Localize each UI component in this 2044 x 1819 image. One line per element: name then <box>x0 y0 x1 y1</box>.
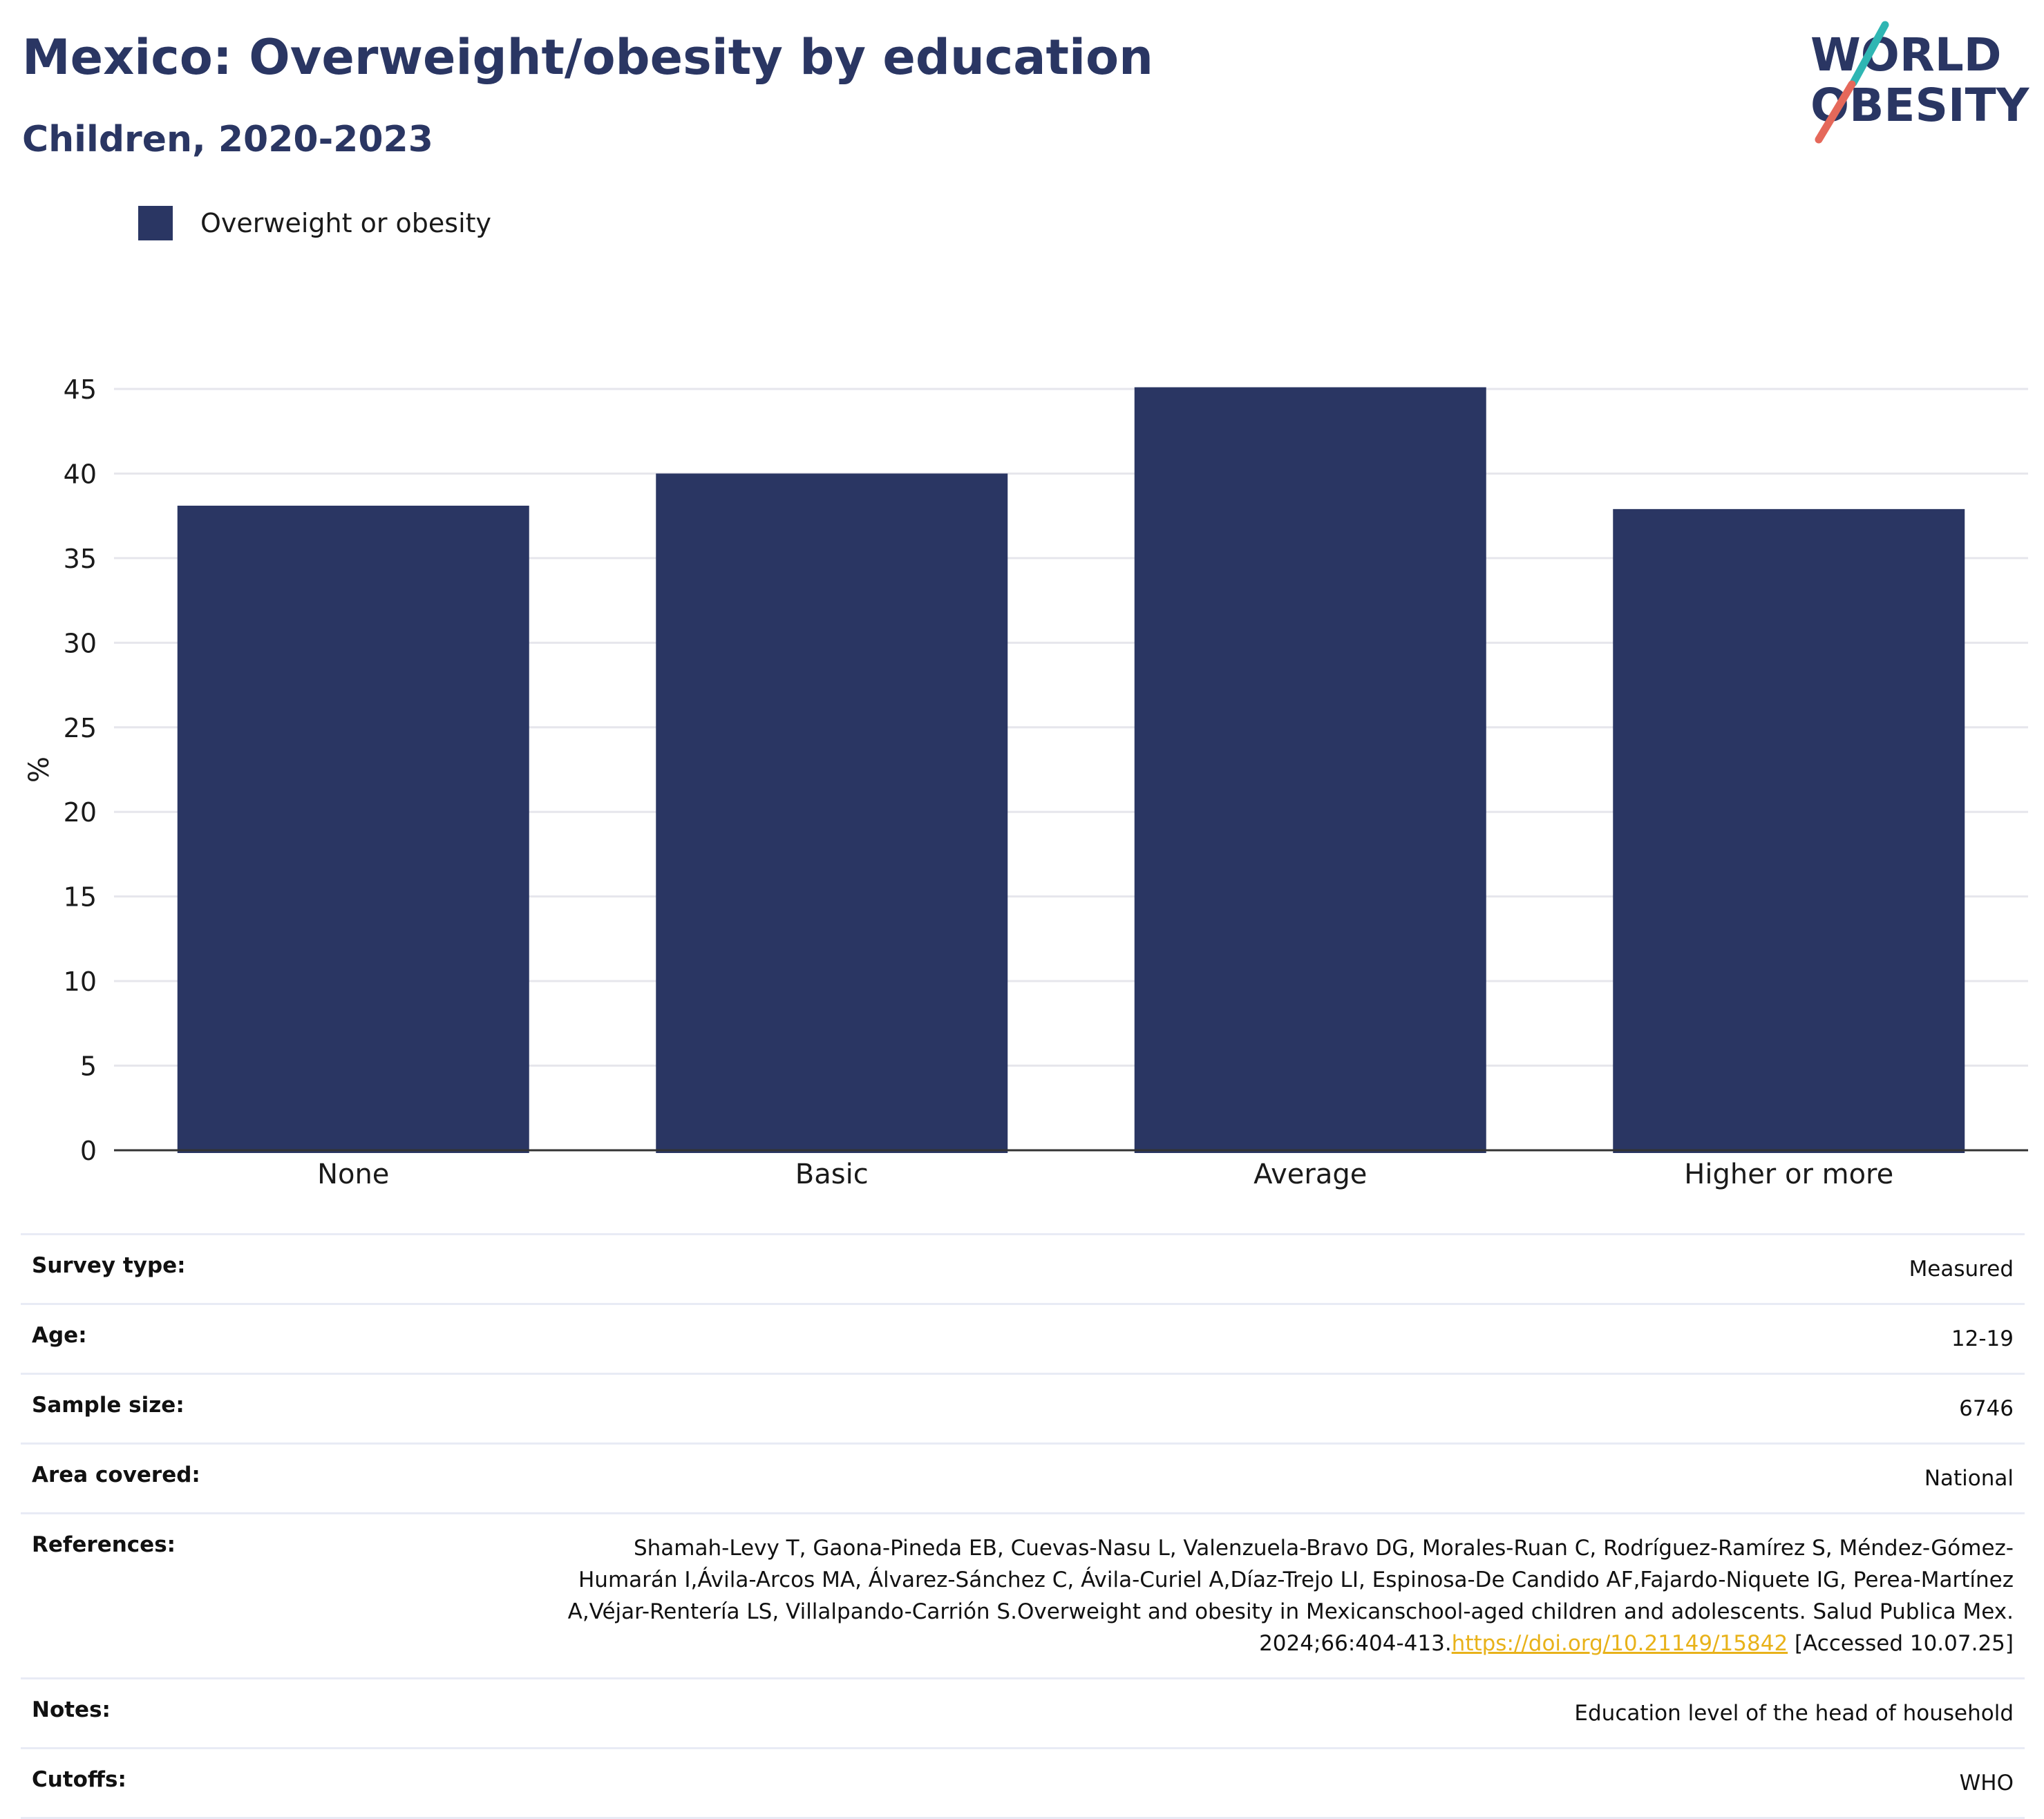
logo-slash-teal <box>1849 21 1889 87</box>
x-tick-label: Average <box>1253 1159 1367 1190</box>
bar <box>656 473 1008 1153</box>
meta-row-references: References: Shamah-Levy T, Gaona-Pineda … <box>21 1514 2025 1679</box>
meta-row-sample-size: Sample size: 6746 <box>21 1375 2025 1445</box>
meta-row-survey-type: Survey type: Measured <box>21 1233 2025 1305</box>
y-tick-label: 0 <box>80 1136 97 1166</box>
meta-row-area-covered: Area covered: National <box>21 1445 2025 1514</box>
bar <box>177 505 529 1153</box>
y-tick-label: 20 <box>64 797 97 828</box>
meta-key: References: <box>32 1532 176 1557</box>
meta-value: Education level of the head of household <box>1574 1701 2014 1726</box>
meta-key: Sample size: <box>32 1393 184 1418</box>
meta-row-age: Age: 12-19 <box>21 1305 2025 1375</box>
references-accessed: [Accessed 10.07.25] <box>1788 1631 2014 1656</box>
page-subtitle: Children, 2020-2023 <box>22 119 433 160</box>
meta-value: 6746 <box>1959 1396 2014 1421</box>
meta-value: Measured <box>1909 1257 2014 1282</box>
legend-swatch <box>138 206 173 240</box>
world-obesity-logo: WORLD OBESITY <box>1810 21 2030 144</box>
meta-value: 12-19 <box>1951 1326 2014 1351</box>
meta-key: Cutoffs: <box>32 1767 126 1792</box>
meta-value: WHO <box>1959 1771 2014 1796</box>
meta-key: Notes: <box>32 1697 111 1722</box>
x-tick-label: Basic <box>795 1159 869 1190</box>
references-value: Shamah-Levy T, Gaona-Pineda EB, Cuevas-N… <box>562 1532 2014 1659</box>
chart-legend: Overweight or obesity <box>138 206 491 240</box>
references-doi-link[interactable]: https://doi.org/10.21149/15842 <box>1451 1631 1788 1656</box>
y-tick-label: 35 <box>64 544 97 574</box>
y-tick-label: 25 <box>64 713 97 743</box>
page-title: Mexico: Overweight/obesity by education <box>22 29 1153 86</box>
y-tick-label: 15 <box>64 882 97 913</box>
y-tick-label: 45 <box>64 374 97 405</box>
bar <box>1613 508 1965 1153</box>
meta-key: Survey type: <box>32 1253 186 1278</box>
bar-chart: 0 5 10 15 20 25 30 35 40 45 None Basic Average Higher… <box>23 374 2028 1190</box>
logo-line1: WORLD <box>1810 28 2002 82</box>
y-tick-label: 10 <box>64 966 97 997</box>
y-tick-label: 40 <box>64 459 97 489</box>
references-text: Shamah-Levy T, Gaona-Pineda EB, Cuevas-N… <box>567 1536 2014 1656</box>
y-tick-label: 30 <box>64 628 97 658</box>
meta-key: Area covered: <box>32 1463 200 1487</box>
logo-slash-coral <box>1815 80 1856 144</box>
legend-label: Overweight or obesity <box>200 208 492 238</box>
meta-row-notes: Notes: Education level of the head of ho… <box>21 1679 2025 1749</box>
meta-key: Age: <box>32 1323 87 1348</box>
metadata-table: Survey type: Measured Age: 12-19 Sample … <box>21 1233 2025 1819</box>
y-tick-label: 5 <box>80 1051 97 1082</box>
meta-row-cutoffs: Cutoffs: WHO <box>21 1749 2025 1819</box>
y-axis-label: % <box>23 756 55 783</box>
x-tick-label: None <box>317 1159 389 1190</box>
x-tick-label: Higher or more <box>1684 1159 1893 1190</box>
bar <box>1134 387 1486 1154</box>
meta-value: National <box>1924 1466 2014 1491</box>
